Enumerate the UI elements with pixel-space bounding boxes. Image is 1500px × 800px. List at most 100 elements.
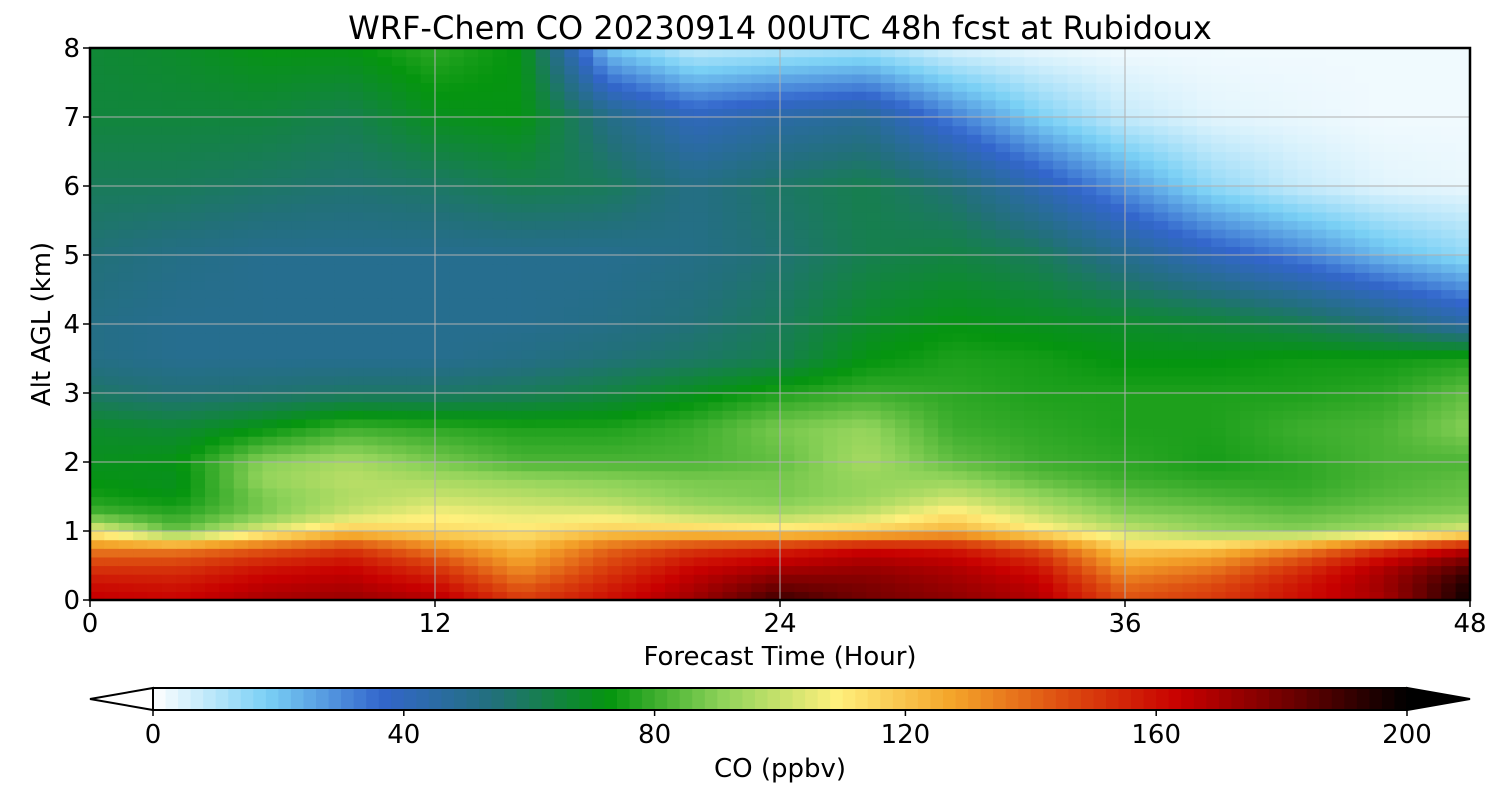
heatmap-cell [1211, 272, 1227, 282]
heatmap-cell [190, 289, 206, 299]
heatmap-cell [952, 229, 968, 239]
heatmap-cell [952, 548, 968, 558]
heatmap-cell [1168, 177, 1184, 187]
heatmap-cell [895, 332, 910, 342]
heatmap-cell [118, 539, 134, 549]
heatmap-cell [665, 384, 680, 394]
heatmap-cell [1383, 410, 1399, 420]
heatmap-cell [923, 349, 939, 360]
heatmap-cell [1455, 462, 1471, 472]
heatmap-cell [320, 315, 335, 325]
heatmap-cell [981, 470, 997, 480]
heatmap-cell [708, 375, 724, 385]
heatmap-cell [880, 168, 896, 178]
heatmap-cell [262, 367, 278, 377]
heatmap-cell [1383, 539, 1399, 549]
heatmap-cell [722, 427, 738, 437]
heatmap-cell [1038, 367, 1054, 377]
heatmap-cell [291, 358, 307, 368]
heatmap-cell [1369, 522, 1385, 532]
heatmap-cell [1081, 367, 1097, 377]
heatmap-cell [1398, 462, 1414, 472]
heatmap-cell [780, 418, 795, 429]
heatmap-cell [1211, 384, 1227, 394]
heatmap-cell [1211, 168, 1227, 178]
heatmap-cell [1038, 582, 1054, 592]
heatmap-cell [1010, 574, 1025, 584]
heatmap-cell [923, 203, 939, 213]
heatmap-cell [1153, 531, 1169, 541]
heatmap-cell [435, 410, 450, 420]
heatmap-cell [909, 211, 925, 222]
heatmap-cell [607, 160, 623, 170]
heatmap-cell [751, 263, 767, 273]
heatmap-cell [1168, 410, 1184, 420]
heatmap-cell [837, 531, 853, 541]
heatmap-cell [923, 375, 939, 385]
heatmap-cell [866, 496, 882, 506]
heatmap-cell [665, 470, 680, 480]
heatmap-cell [1369, 211, 1385, 222]
heatmap-cell [506, 453, 522, 463]
heatmap-cell [521, 324, 537, 334]
heatmap-cell [1355, 229, 1370, 239]
heatmap-cell [1153, 574, 1169, 584]
heatmap-cell [981, 315, 997, 325]
heatmap-cell [995, 349, 1011, 360]
heatmap-cell [837, 151, 853, 161]
heatmap-cell [205, 462, 220, 472]
heatmap-cell [1383, 315, 1399, 325]
heatmap-cell [564, 298, 580, 308]
heatmap-cell [133, 220, 149, 230]
heatmap-cell [348, 168, 364, 178]
heatmap-cell [895, 565, 910, 575]
heatmap-cell [952, 444, 968, 454]
heatmap-cell [1053, 462, 1069, 472]
heatmap-cell [593, 203, 609, 213]
heatmap-cell [391, 427, 407, 437]
heatmap-cell [420, 513, 436, 523]
heatmap-cell [866, 436, 882, 446]
heatmap-cell [406, 367, 422, 377]
heatmap-cell [1326, 306, 1342, 316]
heatmap-cell [780, 211, 795, 222]
heatmap-cell [435, 237, 450, 247]
heatmap-cell [463, 151, 479, 161]
heatmap-cell [463, 332, 479, 342]
heatmap-cell [780, 315, 795, 325]
heatmap-cell [1355, 186, 1370, 196]
heatmap-cell [219, 522, 235, 532]
heatmap-cell [1081, 574, 1097, 584]
heatmap-cell [808, 427, 824, 437]
heatmap-cell [550, 160, 565, 170]
heatmap-cell [320, 522, 335, 532]
heatmap-cell [665, 332, 680, 342]
heatmap-cell [348, 401, 364, 411]
heatmap-cell [435, 505, 450, 515]
heatmap-cell [981, 367, 997, 377]
heatmap-cell [1426, 539, 1442, 549]
heatmap-cell [1081, 444, 1097, 454]
heatmap-cell [449, 367, 465, 377]
heatmap-cell [1412, 375, 1428, 385]
heatmap-cell [938, 358, 954, 368]
heatmap-cell [161, 401, 177, 411]
heatmap-cell [938, 436, 954, 446]
heatmap-cell [665, 522, 680, 532]
heatmap-cell [435, 211, 450, 222]
heatmap-cell [276, 522, 292, 532]
heatmap-cell [751, 487, 767, 498]
heatmap-cell [420, 393, 436, 403]
heatmap-cell [866, 263, 882, 273]
heatmap-cell [435, 315, 450, 325]
heatmap-cell [161, 255, 177, 265]
heatmap-cell [176, 539, 192, 549]
heatmap-cell [923, 548, 939, 558]
heatmap-cell [1153, 582, 1169, 592]
heatmap-cell [1297, 418, 1313, 429]
heatmap-cell [1196, 298, 1212, 308]
heatmap-cell [190, 582, 206, 592]
heatmap-cell [1355, 496, 1370, 506]
heatmap-cell [981, 237, 997, 247]
heatmap-cell [808, 582, 824, 592]
